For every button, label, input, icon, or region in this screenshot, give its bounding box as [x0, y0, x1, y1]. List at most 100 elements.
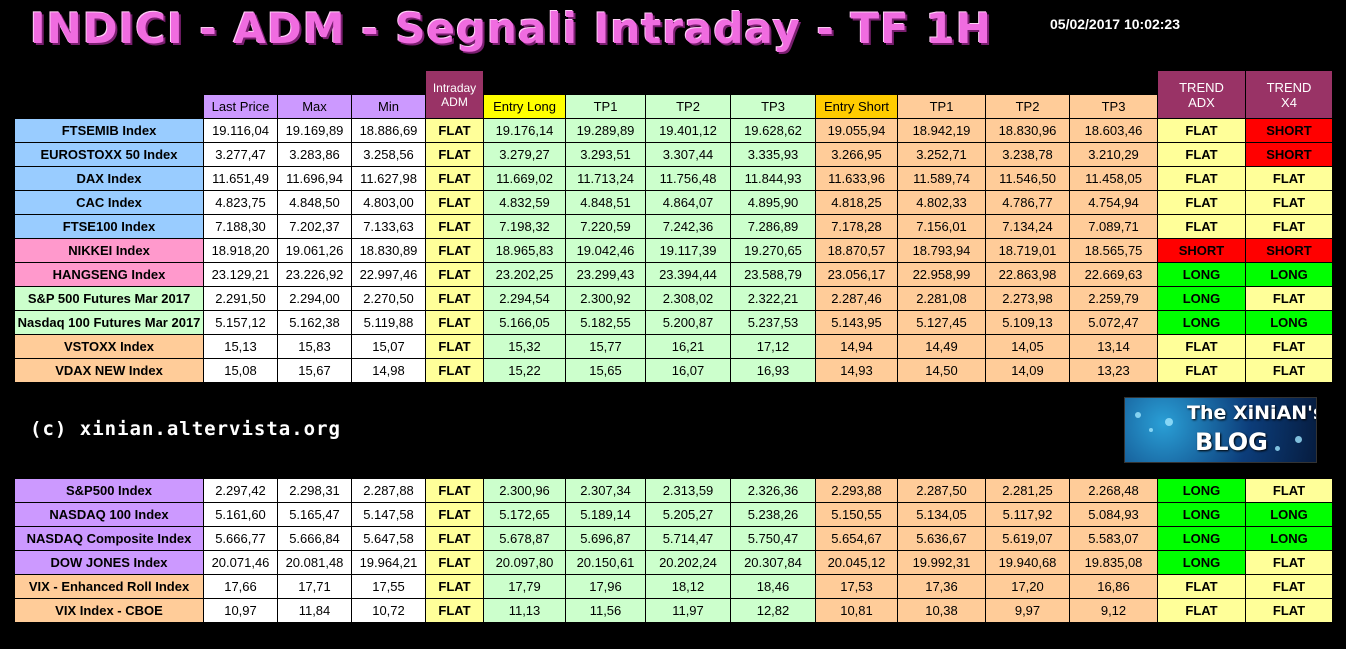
tp2-short-value-cell: 9,97 — [985, 598, 1070, 623]
col-trend-x4-line1: TREND — [1266, 79, 1312, 95]
tp2-short-value-cell: 18.830,96 — [985, 118, 1070, 143]
max-value-cell: 11.696,94 — [277, 166, 352, 191]
intraday-adm-signal: FLAT — [425, 262, 484, 287]
max-value-cell: 15,67 — [277, 358, 352, 383]
col-intraday-label: Intraday — [432, 80, 477, 95]
max-value-cell: 5.165,47 — [277, 502, 352, 527]
tp3-short-value-cell: 22.669,63 — [1069, 262, 1158, 287]
entry-long-value-cell: 15,32 — [483, 334, 566, 359]
entry-short-value-cell: 4.818,25 — [815, 190, 898, 215]
trend-adx-signal: LONG — [1157, 262, 1246, 287]
entry-long-value-cell: 11.669,02 — [483, 166, 566, 191]
intraday-adm-signal: FLAT — [425, 142, 484, 167]
tp2-short-value-cell: 18.719,01 — [985, 238, 1070, 263]
tp2-short-value-cell: 11.546,50 — [985, 166, 1070, 191]
table-row: S&P500 Index 2.297,42 2.298,31 2.287,88 FLAT… — [14, 478, 1333, 503]
tp3-long-value-cell: 3.335,93 — [730, 142, 816, 167]
tp2-long-value-cell: 5.205,27 — [645, 502, 731, 527]
entry-short-value-cell: 18.870,57 — [815, 238, 898, 263]
tp3-short-value-cell: 11.458,05 — [1069, 166, 1158, 191]
col-tp1-short: TP1 — [897, 94, 986, 119]
table-row: DOW JONES Index 20.071,46 20.081,48 19.964,… — [14, 550, 1333, 575]
tp3-short-value-cell: 5.084,93 — [1069, 502, 1158, 527]
entry-long-value-cell: 19.176,14 — [483, 118, 566, 143]
intraday-adm-signal: FLAT — [425, 166, 484, 191]
entry-short-value-cell: 19.055,94 — [815, 118, 898, 143]
tp1-long-value-cell: 7.220,59 — [565, 214, 646, 239]
signals-table-main: Intraday ADM TREND ADX TREND X4 Last Pri… — [14, 70, 1333, 383]
intraday-adm-signal: FLAT — [425, 550, 484, 575]
index-name: DAX Index — [14, 166, 204, 191]
entry-short-value-cell: 2.287,46 — [815, 286, 898, 311]
entry-short-value-cell: 11.633,96 — [815, 166, 898, 191]
entry-short-value-cell: 3.266,95 — [815, 142, 898, 167]
tp1-short-value-cell: 7.156,01 — [897, 214, 986, 239]
tp3-short-value-cell: 5.583,07 — [1069, 526, 1158, 551]
intraday-adm-signal: FLAT — [425, 358, 484, 383]
col-trend-x4-line2: X4 — [1281, 94, 1297, 110]
intraday-adm-signal: FLAT — [425, 214, 484, 239]
tp3-short-value-cell: 18.565,75 — [1069, 238, 1158, 263]
last-price-cell: 18.918,20 — [203, 238, 278, 263]
index-name: FTSEMIB Index — [14, 118, 204, 143]
trend-adx-signal: FLAT — [1157, 166, 1246, 191]
last-price-cell: 7.188,30 — [203, 214, 278, 239]
tp3-long-value-cell: 16,93 — [730, 358, 816, 383]
tp2-long-value-cell: 5.200,87 — [645, 310, 731, 335]
tp2-short-value-cell: 22.863,98 — [985, 262, 1070, 287]
entry-long-value-cell: 7.198,32 — [483, 214, 566, 239]
min-value-cell: 5.147,58 — [351, 502, 426, 527]
col-tp3-short: TP3 — [1069, 94, 1158, 119]
logo-line2: BLOG — [1195, 428, 1268, 456]
trend-adx-signal: SHORT — [1157, 238, 1246, 263]
trend-adx-signal: LONG — [1157, 478, 1246, 503]
min-value-cell: 2.287,88 — [351, 478, 426, 503]
trend-x4-signal: FLAT — [1245, 214, 1333, 239]
tp3-long-value-cell: 12,82 — [730, 598, 816, 623]
entry-short-value-cell: 14,93 — [815, 358, 898, 383]
tp2-short-value-cell: 19.940,68 — [985, 550, 1070, 575]
tp1-short-value-cell: 4.802,33 — [897, 190, 986, 215]
tp1-long-value-cell: 19.042,46 — [565, 238, 646, 263]
last-price-cell: 10,97 — [203, 598, 278, 623]
trend-adx-signal: LONG — [1157, 286, 1246, 311]
trend-x4-signal: FLAT — [1245, 190, 1333, 215]
entry-short-value-cell: 5.143,95 — [815, 310, 898, 335]
min-value-cell: 19.964,21 — [351, 550, 426, 575]
tp1-long-value-cell: 2.307,34 — [565, 478, 646, 503]
credit-text: (c) xinian.altervista.org — [30, 418, 341, 440]
tp3-short-value-cell: 18.603,46 — [1069, 118, 1158, 143]
tp1-long-value-cell: 15,77 — [565, 334, 646, 359]
tp1-short-value-cell: 5.127,45 — [897, 310, 986, 335]
tp2-long-value-cell: 7.242,36 — [645, 214, 731, 239]
tp1-short-value-cell: 19.992,31 — [897, 550, 986, 575]
max-value-cell: 5.162,38 — [277, 310, 352, 335]
tp1-long-value-cell: 11,56 — [565, 598, 646, 623]
max-value-cell: 2.298,31 — [277, 478, 352, 503]
min-value-cell: 5.119,88 — [351, 310, 426, 335]
index-name: CAC Index — [14, 190, 204, 215]
table-row: VDAX NEW Index 15,08 15,67 14,98 FLAT 15,22 15… — [14, 358, 1333, 383]
tp2-long-value-cell: 23.394,44 — [645, 262, 731, 287]
col-entry-short: Entry Short — [815, 94, 898, 119]
min-value-cell: 15,07 — [351, 334, 426, 359]
tp3-long-value-cell: 4.895,90 — [730, 190, 816, 215]
trend-adx-signal: FLAT — [1157, 214, 1246, 239]
tp2-long-value-cell: 20.202,24 — [645, 550, 731, 575]
max-value-cell: 20.081,48 — [277, 550, 352, 575]
entry-short-value-cell: 17,53 — [815, 574, 898, 599]
tp1-long-value-cell: 2.300,92 — [565, 286, 646, 311]
tp3-long-value-cell: 17,12 — [730, 334, 816, 359]
max-value-cell: 7.202,37 — [277, 214, 352, 239]
col-tp2-short: TP2 — [985, 94, 1070, 119]
index-name: VIX Index - CBOE — [14, 598, 204, 623]
table-row: Nasdaq 100 Futures Mar 2017 5.157,12 5.162… — [14, 310, 1333, 335]
last-price-cell: 15,08 — [203, 358, 278, 383]
signals-table-us: S&P500 Index 2.297,42 2.298,31 2.287,88 FLAT… — [14, 478, 1333, 623]
timestamp: 05/02/2017 10:02:23 — [1050, 16, 1180, 32]
trend-adx-signal: FLAT — [1157, 334, 1246, 359]
entry-long-value-cell: 20.097,80 — [483, 550, 566, 575]
table-row: NASDAQ Composite Index 5.666,77 5.666,84 5.… — [14, 526, 1333, 551]
entry-short-value-cell: 23.056,17 — [815, 262, 898, 287]
tp3-long-value-cell: 11.844,93 — [730, 166, 816, 191]
